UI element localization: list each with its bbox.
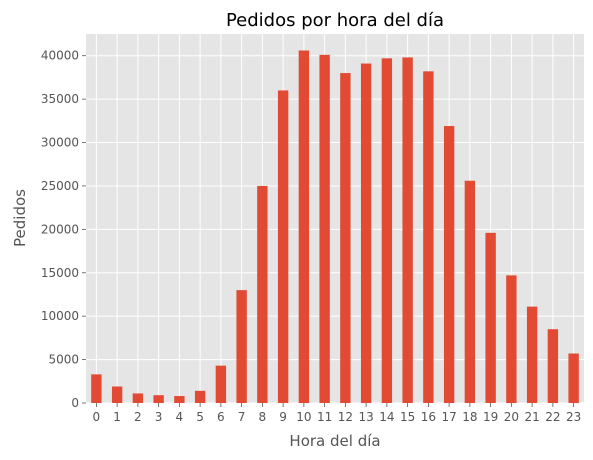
x-tick-label: 7: [238, 410, 246, 424]
bar-hour-4: [174, 396, 185, 403]
x-tick-label: 11: [317, 410, 332, 424]
bar-hour-12: [340, 73, 351, 403]
x-tick-label: 10: [296, 410, 311, 424]
x-tick-label: 2: [134, 410, 142, 424]
x-tick-label: 22: [545, 410, 560, 424]
y-tick-label: 0: [71, 396, 79, 410]
bar-hour-3: [153, 395, 164, 403]
x-tick-label: 5: [196, 410, 204, 424]
y-axis-label: Pedidos: [11, 189, 29, 247]
bar-hour-23: [568, 353, 579, 403]
y-tick-label: 5000: [48, 353, 79, 367]
y-tick-label: 20000: [41, 222, 79, 236]
y-tick-label: 30000: [41, 136, 79, 150]
bar-hour-19: [485, 232, 496, 403]
plot-background: [86, 34, 584, 403]
bar-hour-2: [132, 393, 144, 403]
bar-hour-21: [526, 306, 538, 403]
x-tick-label: 3: [155, 410, 163, 424]
chart-title: Pedidos por hora del día: [226, 10, 444, 31]
x-tick-label: 8: [259, 410, 267, 424]
bar-hour-8: [257, 185, 268, 403]
y-tick-label: 10000: [41, 309, 79, 323]
bar-hour-5: [194, 390, 206, 403]
x-tick-label: 4: [176, 410, 184, 424]
x-tick-label: 9: [279, 410, 287, 424]
bar-hour-17: [443, 126, 455, 403]
bar-hour-11: [319, 54, 330, 403]
x-tick-label: 12: [338, 410, 353, 424]
bar-hour-16: [423, 71, 434, 404]
x-tick-label: 14: [379, 410, 394, 424]
bar-hour-7: [236, 290, 247, 403]
x-axis-label: Hora del día: [289, 432, 380, 450]
y-tick-label: 40000: [41, 49, 79, 63]
x-tick-label: 21: [524, 410, 539, 424]
x-tick-label: 18: [462, 410, 477, 424]
bar-hour-18: [464, 180, 476, 403]
bar-hour-10: [298, 50, 310, 404]
bar-hour-13: [360, 63, 372, 404]
x-tick-label: 13: [358, 410, 373, 424]
bar-hour-9: [277, 90, 289, 403]
bar-hour-6: [215, 365, 227, 403]
x-tick-label: 19: [483, 410, 498, 424]
x-tick-label: 0: [93, 410, 101, 424]
bar-hour-14: [381, 58, 393, 404]
y-tick-label: 15000: [41, 266, 79, 280]
bars: [91, 50, 579, 404]
bar-hour-20: [506, 275, 517, 403]
y-tick-label: 35000: [41, 92, 79, 106]
x-tick-label: 17: [441, 410, 456, 424]
bar-hour-22: [547, 329, 559, 403]
bar-hour-1: [111, 386, 123, 403]
bar-hour-15: [402, 57, 413, 403]
bar-hour-0: [91, 374, 102, 403]
x-tick-label: 20: [504, 410, 519, 424]
x-tick-label: 16: [421, 410, 436, 424]
x-tick-label: 15: [400, 410, 415, 424]
y-tick-label: 25000: [41, 179, 79, 193]
x-tick-label: 6: [217, 410, 225, 424]
x-tick-label: 1: [113, 410, 121, 424]
x-tick-label: 23: [566, 410, 581, 424]
x-axis-ticks: 0 1 2 3 4 5 6 7 8 9 10 11 12 13 14 15 16 17 18 19 20 21 22 23: [93, 403, 581, 424]
y-axis-ticks: 0 5000 10000 15000 20000 25000 30000 35000 40000: [41, 49, 86, 410]
